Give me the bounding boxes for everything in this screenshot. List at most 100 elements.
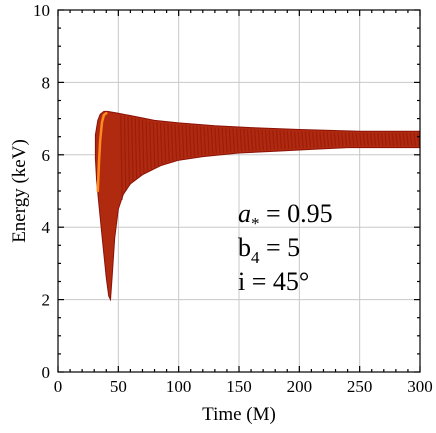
emission-streak <box>217 127 221 154</box>
emission-streak <box>416 133 420 146</box>
emission-streak <box>264 129 268 150</box>
emission-streak <box>167 123 170 162</box>
emission-streak <box>340 132 344 147</box>
emission-streak <box>235 128 239 152</box>
emission-streak <box>355 132 359 146</box>
y-tick-label: 2 <box>42 291 51 310</box>
emission-streak <box>290 130 293 149</box>
emission-streak <box>134 118 138 179</box>
emission-streak <box>254 129 257 151</box>
emission-streak <box>178 124 181 159</box>
emission-streak <box>406 133 409 146</box>
grid-lines <box>58 10 420 372</box>
x-tick-label: 150 <box>226 377 252 396</box>
x-tick-label: 100 <box>166 377 192 396</box>
y-tick-labels: 0 2 4 6 8 10 <box>33 1 51 382</box>
y-tick-label: 6 <box>42 146 51 165</box>
b4-annotation: b4 = 5 <box>238 233 300 267</box>
x-tick-labels: 0 50 100 150 200 250 300 <box>54 377 433 396</box>
x-axis-title: Time (M) <box>202 404 276 425</box>
emission-streak <box>221 127 225 153</box>
x-tick-label: 50 <box>110 377 127 396</box>
emission-streaks <box>120 115 420 201</box>
y-tick-label: 0 <box>42 363 51 382</box>
emission-streak <box>279 130 283 150</box>
data-region <box>94 110 421 302</box>
emission-streak <box>373 133 377 146</box>
emission-streak <box>344 132 348 146</box>
y-tick-label: 4 <box>42 218 51 237</box>
spin-symbol: a <box>238 199 251 228</box>
emission-streak <box>210 127 214 154</box>
emission-streak <box>413 133 417 146</box>
x-tick-label: 0 <box>54 377 63 396</box>
y-tick-label: 10 <box>33 1 50 20</box>
y-tick-label: 8 <box>42 73 51 92</box>
parameter-annotations: a* = 0.95 b4 = 5 i = 45° <box>238 199 333 296</box>
emission-streak <box>366 133 369 146</box>
emission-streak <box>232 128 236 152</box>
emission-streak <box>120 115 123 201</box>
spin-annotation: a* = 0.95 <box>238 199 333 233</box>
spin-subscript: * <box>251 214 260 233</box>
inclination-annotation: i = 45° <box>238 267 309 296</box>
emission-streak <box>123 116 127 192</box>
emission-streak <box>185 125 188 158</box>
emission-streak <box>297 131 301 149</box>
emission-streak <box>149 121 152 170</box>
emission-streak <box>391 133 395 146</box>
emission-streak <box>395 133 398 146</box>
x-tick-label: 200 <box>287 377 313 396</box>
emission-streak <box>261 129 264 151</box>
emission-streak <box>243 129 246 151</box>
x-tick-label: 300 <box>407 377 433 396</box>
emission-streak <box>308 131 312 148</box>
emission-streak <box>388 133 391 146</box>
emission-streak <box>377 133 380 146</box>
emission-streak <box>225 128 228 153</box>
emission-streak <box>333 132 337 147</box>
emission-streak <box>127 116 131 186</box>
emission-streak <box>359 133 362 146</box>
emission-streak <box>141 119 145 173</box>
emission-streak <box>181 125 185 158</box>
emission-streak <box>131 117 134 182</box>
emission-streak <box>272 130 275 150</box>
hot-emission-edge <box>96 111 108 193</box>
emission-streak <box>319 131 322 148</box>
emission-streak <box>188 125 192 157</box>
emission-streak <box>214 127 217 154</box>
b4-subscript: 4 <box>251 248 260 267</box>
emission-streak <box>369 133 373 146</box>
emission-streak <box>268 130 272 150</box>
emission-streak <box>196 126 199 156</box>
emission-streak <box>239 128 243 152</box>
emission-streak <box>337 132 340 147</box>
spin-value: = 0.95 <box>260 199 333 228</box>
emission-streak <box>207 127 210 155</box>
emission-streak <box>351 132 355 146</box>
emission-streak <box>362 133 366 146</box>
emission-streak <box>199 126 203 156</box>
emission-streak <box>312 131 315 148</box>
emission-streak <box>170 123 174 161</box>
emission-streak <box>246 129 250 151</box>
emission-streak <box>250 129 254 151</box>
emission-streak <box>301 131 304 149</box>
emission-streak <box>174 124 178 160</box>
emission-streak <box>152 121 156 168</box>
emission-streak <box>286 130 290 149</box>
emission-streak <box>348 132 351 146</box>
emission-streak <box>293 131 297 149</box>
emission-streak <box>138 119 141 176</box>
x-tick-label: 250 <box>347 377 373 396</box>
emission-streak <box>315 131 319 148</box>
emission-streak <box>228 128 232 153</box>
b4-symbol: b <box>238 233 251 262</box>
emission-streak <box>402 133 406 146</box>
emission-streak <box>159 122 163 164</box>
emission-streak <box>304 131 308 148</box>
emission-streak <box>380 133 384 146</box>
y-axis-title: Energy (keV) <box>9 139 30 243</box>
